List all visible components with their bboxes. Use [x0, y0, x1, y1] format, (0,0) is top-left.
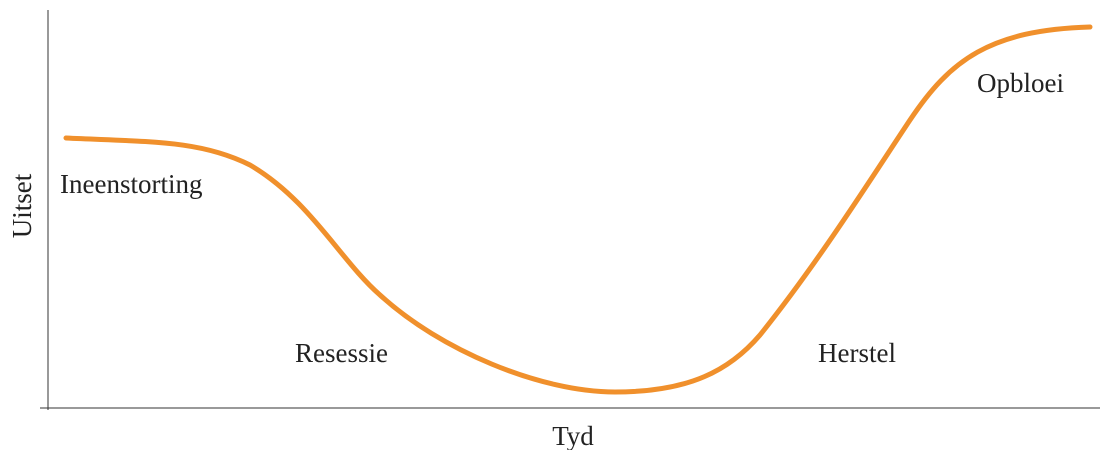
- phase-label: Resessie: [295, 338, 388, 368]
- y-axis-label: Uitset: [7, 173, 37, 238]
- cycle-curve: [63, 24, 1093, 395]
- x-axis-label: Tyd: [552, 421, 594, 450]
- phase-label: Herstel: [818, 338, 896, 368]
- phase-label: Ineenstorting: [60, 169, 202, 199]
- phase-label: Opbloei: [977, 68, 1064, 98]
